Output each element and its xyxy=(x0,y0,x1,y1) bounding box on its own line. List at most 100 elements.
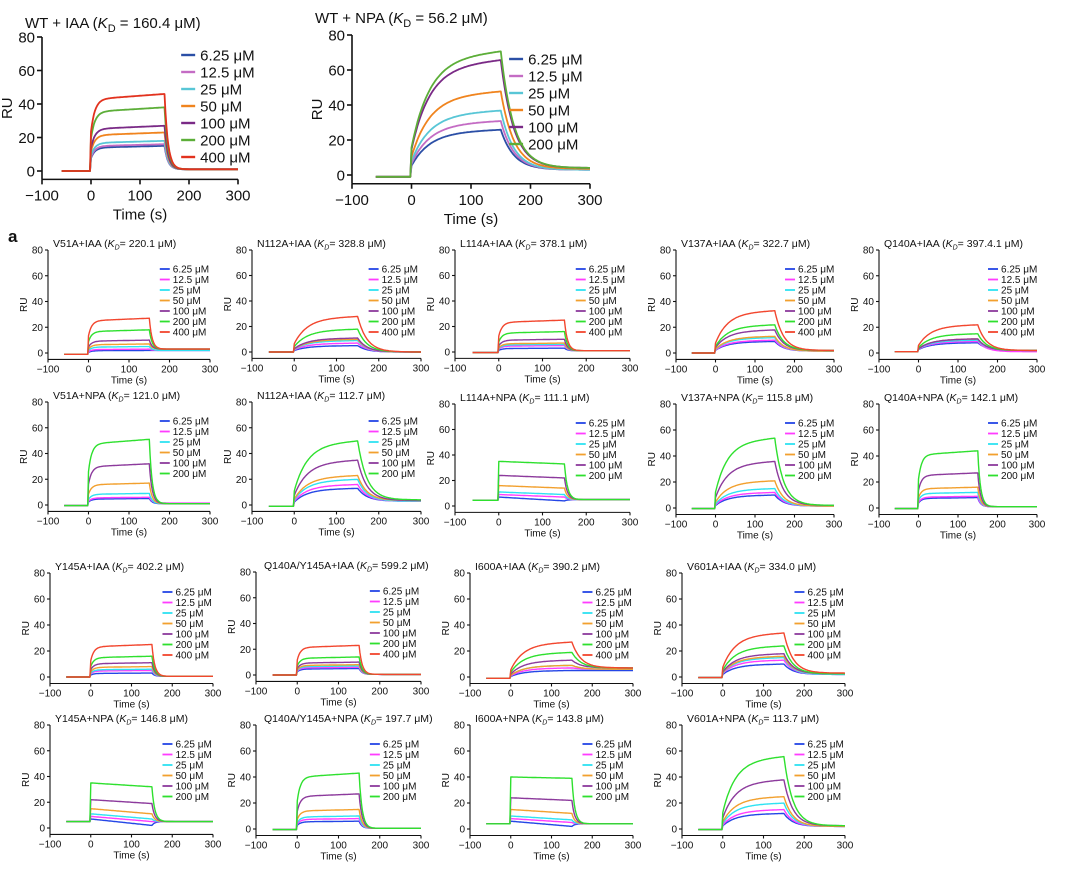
chart-17: 0 20 40 60 80 −100 0 100 200 300 Time (s) RU Q140A/Y… xyxy=(227,713,433,863)
y-tick-label: 40 xyxy=(34,772,46,783)
y-axis-label: RU xyxy=(0,97,16,119)
y-tick-label: 80 xyxy=(240,721,252,732)
y-tick-label: 0 xyxy=(459,825,465,836)
y-tick-label: 20 xyxy=(439,322,451,333)
y-tick-label: 60 xyxy=(863,271,875,282)
legend-label: 400 μM xyxy=(382,328,416,339)
x-tick-label: 200 xyxy=(164,839,181,850)
legend-label: 200 μM xyxy=(175,640,209,651)
y-axis-label: RU xyxy=(21,772,32,786)
legend-label: 100 μM xyxy=(595,630,629,641)
kd-equals: = xyxy=(411,10,428,27)
legend-label: 50 μM xyxy=(595,619,623,630)
legend-label: 50 μM xyxy=(1001,296,1029,307)
legend-label: 200 μM xyxy=(589,471,623,482)
kd-subscript: D xyxy=(126,720,131,727)
x-axis-label: Time (s) xyxy=(320,697,356,708)
x-tick-label: 300 xyxy=(622,517,639,528)
kd-equals: = xyxy=(329,390,338,402)
x-tick-label: 0 xyxy=(407,192,415,209)
series-line-200 xyxy=(268,440,421,507)
legend-label: 12.5 μM xyxy=(173,275,209,286)
legend-label: 12.5 μM xyxy=(200,64,255,81)
x-tick-label: 200 xyxy=(584,689,601,700)
kd-equals: = xyxy=(534,392,543,404)
y-tick-label: 20 xyxy=(660,323,672,334)
y-axis-label: RU xyxy=(441,621,452,635)
title-label: Q140A/Y145A+NPA xyxy=(264,713,358,725)
series-line-12.5 xyxy=(268,483,421,507)
y-tick-label: 20 xyxy=(660,478,672,489)
title-paren: ( xyxy=(529,713,536,725)
kd-value: 160.4 μM xyxy=(133,15,196,32)
x-tick-label: 300 xyxy=(625,689,642,700)
chart-title: L114A+NPA (KD= 111.1 μM) xyxy=(460,392,589,406)
title-close: ) xyxy=(596,561,600,573)
kd-equals: = xyxy=(128,561,137,573)
legend-label: 200 μM xyxy=(1001,317,1035,328)
title-label: Q140A+NPA xyxy=(884,392,944,404)
kd-equals: = xyxy=(757,392,766,404)
title-paren: ( xyxy=(512,238,519,250)
x-tick-label: 0 xyxy=(713,364,719,375)
kd-value: 599.2 μM xyxy=(381,560,425,572)
kd-value: 111.1 μM xyxy=(544,392,586,404)
x-tick-label: −100 xyxy=(868,364,891,375)
legend-label: 100 μM xyxy=(383,782,417,793)
chart-title: Q140A+IAA (KD= 397.4.1 μM) xyxy=(884,238,1023,252)
x-tick-label: 0 xyxy=(86,364,92,375)
legend-label: 100 μM xyxy=(175,630,209,641)
y-axis-label: RU xyxy=(227,619,238,633)
x-tick-label: 0 xyxy=(508,689,514,700)
y-tick-label: 0 xyxy=(245,671,251,682)
kd-equals: = xyxy=(120,238,129,250)
title-close: ) xyxy=(1015,392,1019,404)
y-tick-label: 80 xyxy=(454,721,466,732)
x-tick-label: −100 xyxy=(241,516,264,527)
y-tick-label: 80 xyxy=(863,400,875,411)
kd-symbol: K xyxy=(518,238,526,250)
legend-label: 12.5 μM xyxy=(1001,429,1037,440)
chart-title: I600A+IAA (KD= 390.2 μM) xyxy=(475,561,600,575)
chart-title: Q140A+NPA (KD= 142.1 μM) xyxy=(884,392,1018,406)
x-tick-label: −100 xyxy=(241,363,264,374)
x-tick-label: 100 xyxy=(123,689,140,700)
kd-subscript: D xyxy=(953,245,958,252)
y-tick-label: 60 xyxy=(236,423,248,434)
x-axis-label: Time (s) xyxy=(320,852,356,863)
y-tick-label: 60 xyxy=(240,593,252,604)
y-tick-label: 80 xyxy=(666,721,678,732)
chart-title: Y145A+IAA (KD= 402.2 μM) xyxy=(55,561,184,575)
title-paren: ( xyxy=(311,238,318,250)
chart-title: V601A+IAA (KD= 334.0 μM) xyxy=(687,561,816,575)
series-line-6.25 xyxy=(268,487,421,507)
x-tick-label: 0 xyxy=(88,689,94,700)
kd-subscript: D xyxy=(758,720,763,727)
legend-label: 25 μM xyxy=(589,440,617,451)
kd-symbol: K xyxy=(119,713,127,725)
title-paren: ( xyxy=(739,392,746,404)
kd-equals: = xyxy=(131,713,140,725)
y-tick-label: 0 xyxy=(337,167,345,184)
x-tick-label: −100 xyxy=(665,364,688,375)
legend-label: 100 μM xyxy=(382,459,416,470)
legend-label: 12.5 μM xyxy=(383,597,419,608)
x-tick-label: 200 xyxy=(176,187,201,204)
series-line-25 xyxy=(486,815,633,825)
x-tick-label: −100 xyxy=(459,841,482,852)
title-paren: ( xyxy=(101,238,108,250)
legend-label: 6.25 μM xyxy=(1001,419,1037,430)
legend-label: 400 μM xyxy=(173,328,207,339)
y-axis-label: RU xyxy=(426,451,437,465)
title-paren: ( xyxy=(735,238,742,250)
y-tick-label: 0 xyxy=(39,824,45,835)
x-tick-label: 300 xyxy=(837,841,854,852)
kd-subscript: D xyxy=(957,399,962,406)
y-tick-label: 20 xyxy=(454,799,466,810)
kd-value: 220.1 μM xyxy=(129,238,173,250)
legend-label: 50 μM xyxy=(1001,450,1029,461)
y-tick-label: 0 xyxy=(671,825,677,836)
kd-subscript: D xyxy=(754,568,759,575)
chart-title: N112A+IAA (KD= 112.7 μM) xyxy=(257,390,385,404)
legend-label: 12.5 μM xyxy=(382,427,418,438)
